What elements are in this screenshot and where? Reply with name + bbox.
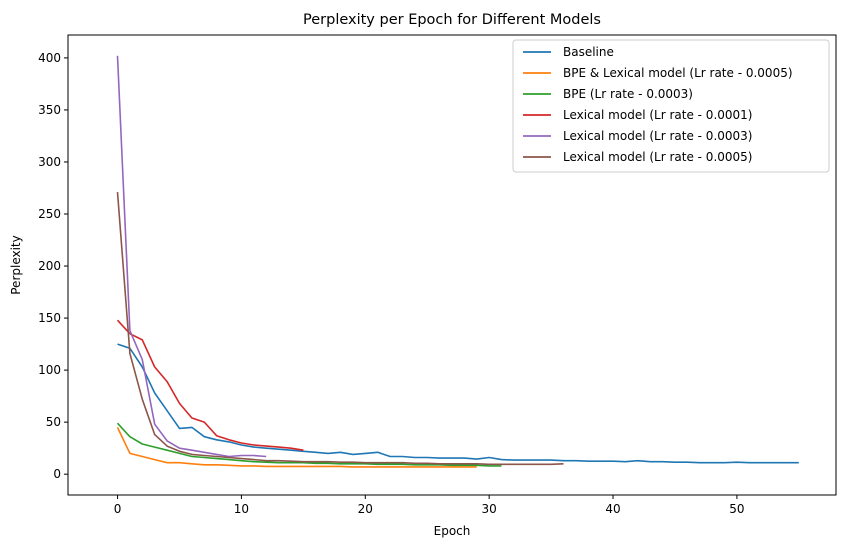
- legend-label: BPE & Lexical model (Lr rate - 0.0005): [563, 66, 793, 80]
- y-tick-label: 200: [38, 259, 61, 273]
- series-line-5: [116, 55, 267, 458]
- x-tick-label: 0: [114, 502, 122, 516]
- series-line-1: [117, 343, 799, 464]
- legend-label: Lexical model (Lr rate - 0.0003): [563, 129, 752, 143]
- legend-box: [512, 39, 830, 173]
- legend-label: BPE (Lr rate - 0.0003): [563, 87, 693, 101]
- chart-title: Perplexity per Epoch for Different Model…: [303, 12, 601, 28]
- series-line-3: [116, 422, 502, 467]
- x-tick-label: 40: [605, 502, 620, 516]
- y-tick-label: 300: [38, 155, 61, 169]
- x-tick-label: 10: [234, 502, 249, 516]
- y-tick-label: 150: [38, 311, 61, 325]
- x-tick-label: 50: [729, 502, 744, 516]
- y-tick-label: 0: [53, 467, 61, 481]
- legend-label: Lexical model (Lr rate - 0.0005): [563, 150, 752, 164]
- x-axis: 0 10 20 30 40 50: [114, 495, 745, 516]
- x-tick-label: 30: [482, 502, 497, 516]
- y-tick-label: 350: [38, 103, 61, 117]
- legend-label: Baseline: [563, 45, 614, 59]
- y-tick-label: 400: [38, 51, 61, 65]
- x-axis-label: Epoch: [434, 524, 471, 538]
- y-axis-label: Perplexity: [9, 235, 23, 295]
- x-tick-label: 20: [358, 502, 373, 516]
- legend-label: Lexical model (Lr rate - 0.0001): [563, 108, 752, 122]
- y-axis: 0 50 100 150 200 250 300 350 400: [38, 51, 68, 481]
- series-line-4: [116, 319, 304, 451]
- y-tick-label: 50: [46, 415, 61, 429]
- axes-frame: [67, 34, 837, 496]
- y-tick-label: 100: [38, 363, 61, 377]
- series-line-6: [116, 192, 564, 466]
- series-line-2: [116, 427, 477, 468]
- y-tick-label: 250: [38, 207, 61, 221]
- legend: Baseline BPE & Lexical model (Lr rate - 0…: [512, 39, 830, 173]
- plot-area: [116, 55, 799, 468]
